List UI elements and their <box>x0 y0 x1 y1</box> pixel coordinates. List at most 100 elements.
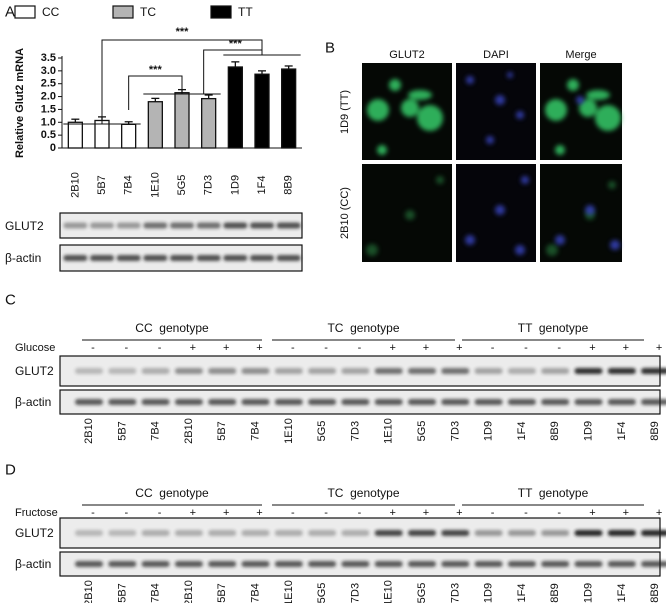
treatment-sign: + <box>656 342 662 354</box>
bar <box>281 68 297 149</box>
treatment-sign: - <box>158 342 162 354</box>
x-tick-label: 5B7 <box>96 175 108 195</box>
treatment-sign: + <box>389 507 395 519</box>
band <box>308 530 337 536</box>
treatment-sign: + <box>190 342 196 354</box>
treatment-sign: + <box>623 507 629 519</box>
y-tick-label: 0 <box>50 142 56 154</box>
band <box>174 399 203 405</box>
x-tick-label: 7D3 <box>203 175 215 195</box>
panel-letter: A <box>5 4 15 21</box>
band <box>143 255 168 261</box>
band <box>641 530 666 536</box>
column-label: GLUT2 <box>389 49 424 61</box>
band <box>174 561 203 567</box>
band <box>408 530 436 536</box>
treatment-sign: - <box>291 342 295 354</box>
bar <box>121 123 137 149</box>
band <box>108 561 137 567</box>
genotype-label: TC genotype <box>327 321 399 335</box>
band <box>374 368 403 374</box>
glut2-signal <box>367 79 621 155</box>
band <box>196 255 221 261</box>
significance: *** <box>229 38 243 50</box>
lane-label: 5G5 <box>316 421 328 442</box>
legend-swatch <box>210 5 232 19</box>
lane-label: 2B10 <box>83 418 95 444</box>
treatment-sign: - <box>324 342 328 354</box>
band <box>141 368 170 374</box>
band <box>116 255 141 261</box>
band <box>223 222 248 229</box>
treatment-sign: + <box>456 342 462 354</box>
treatment-sign: - <box>491 507 495 519</box>
y-tick-label: 3.5 <box>41 52 56 64</box>
legend-label: TT <box>238 5 253 19</box>
band <box>208 399 237 405</box>
column-label: DAPI <box>483 49 509 61</box>
band <box>174 368 203 374</box>
band <box>274 399 303 405</box>
treatment-sign: - <box>324 507 328 519</box>
significance: *** <box>176 26 190 38</box>
band <box>108 368 137 374</box>
band <box>574 561 603 567</box>
treatment-label: Glucose <box>15 342 55 354</box>
band <box>474 530 503 536</box>
band <box>541 530 570 536</box>
treatment-sign: - <box>124 507 128 519</box>
band <box>241 530 270 536</box>
lane-label: 1F4 <box>616 584 628 603</box>
row-label: 1D9 (TT) <box>339 90 351 134</box>
treatment-sign: + <box>423 507 429 519</box>
band <box>308 399 337 405</box>
treatment-sign: + <box>223 507 229 519</box>
band <box>90 222 114 229</box>
band <box>276 222 301 229</box>
lane-label: 7B4 <box>150 583 162 603</box>
treatment-label: Fructose <box>15 507 58 519</box>
bracket <box>128 75 183 110</box>
band <box>341 561 370 567</box>
lane-label: 2B10 <box>183 418 195 444</box>
band <box>574 368 603 374</box>
lane-label: 8B9 <box>649 421 661 441</box>
y-axis-label: Relative Glut2 mRNA <box>14 48 26 158</box>
treatment-sign: + <box>190 507 196 519</box>
band <box>75 368 103 374</box>
band <box>374 399 403 405</box>
row-label: GLUT2 <box>15 364 54 378</box>
treatment-sign: - <box>291 507 295 519</box>
band <box>75 561 103 567</box>
x-tick-label: 8B9 <box>283 175 295 195</box>
band <box>108 399 137 405</box>
band <box>63 222 88 229</box>
band <box>374 561 403 567</box>
band <box>574 530 603 536</box>
band <box>116 222 141 229</box>
lane-label: 1F4 <box>516 584 528 603</box>
lane-label: 5B7 <box>216 421 228 441</box>
bar <box>147 101 163 149</box>
lane-label: 8B9 <box>549 583 561 603</box>
significance: *** <box>149 64 163 76</box>
band <box>274 561 303 567</box>
treatment-sign: - <box>358 507 362 519</box>
y-tick-label: 1.0 <box>41 116 56 128</box>
lane-label: 7B4 <box>250 421 262 441</box>
treatment-sign: - <box>524 342 528 354</box>
row-label: GLUT2 <box>15 526 54 540</box>
treatment-sign: - <box>91 342 95 354</box>
panel-letter: C <box>5 292 16 309</box>
panel-letter: B <box>325 40 335 57</box>
treatment-sign: - <box>158 507 162 519</box>
treatment-sign: + <box>623 342 629 354</box>
treatment-sign: + <box>656 507 662 519</box>
treatment-sign: + <box>589 507 595 519</box>
y-tick-label: 2.5 <box>41 78 56 90</box>
band <box>441 399 470 405</box>
band <box>507 399 536 405</box>
band <box>574 399 603 405</box>
row-label: GLUT2 <box>5 219 44 233</box>
bar <box>201 97 217 149</box>
